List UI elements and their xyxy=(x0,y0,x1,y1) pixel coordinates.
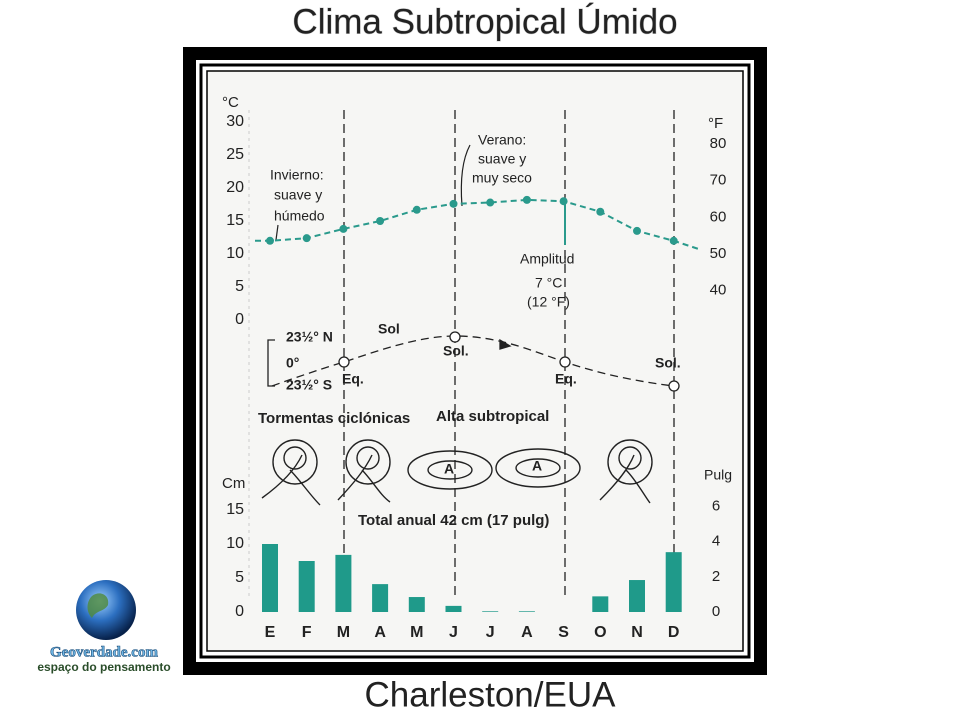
season-lines xyxy=(343,110,675,600)
annotation: Invierno: xyxy=(270,167,324,183)
y-tick-label: 5 xyxy=(235,278,244,295)
annotation: Sol xyxy=(378,321,400,337)
annotation: 0° xyxy=(286,355,299,371)
precipitation-bar xyxy=(445,605,462,612)
temperature-line xyxy=(255,198,699,250)
x-tick-label: F xyxy=(302,624,312,641)
temperature-point xyxy=(559,197,568,206)
precipitation-bar xyxy=(262,544,278,612)
y2-tick-label: 2 xyxy=(712,568,720,585)
annotation: Alta subtropical xyxy=(436,408,549,425)
y2-tick-label: 0 xyxy=(712,603,720,620)
x-tick-label: M xyxy=(337,624,350,641)
x-tick-label: E xyxy=(265,624,276,641)
temperature-point xyxy=(412,205,421,214)
temperature-point xyxy=(376,217,385,225)
y2-axis-label: °F xyxy=(708,115,723,132)
x-tick-label: J xyxy=(486,624,495,641)
annotation: Sol. xyxy=(443,343,469,359)
y2-tick-label: 40 xyxy=(710,282,727,299)
pointer xyxy=(275,224,279,241)
logo: Geoverdade.com espaço do pensamento xyxy=(37,580,171,674)
precipitation-bar xyxy=(298,561,315,612)
logo-globe xyxy=(76,580,136,640)
x-tick-label: O xyxy=(594,624,606,641)
y-tick-label: 0 xyxy=(235,603,244,620)
annotation: suave y xyxy=(478,151,526,167)
y2-tick-label: 60 xyxy=(710,208,727,225)
precipitation-bar xyxy=(518,611,535,612)
pressure-systems xyxy=(261,439,653,506)
y2-tick-label: 80 xyxy=(710,135,727,152)
annotation: A xyxy=(532,458,542,474)
annotation: Eq. xyxy=(342,371,364,387)
annotation: suave y xyxy=(274,187,322,203)
temperature-point xyxy=(669,236,678,245)
y-axis-label: °C xyxy=(222,94,239,111)
temperature-point xyxy=(633,226,641,235)
x-tick-label: D xyxy=(668,624,680,641)
y2-tick-label: 50 xyxy=(710,245,727,262)
annotation: Eq. xyxy=(555,371,577,387)
slide-subtitle: Charleston/EUA xyxy=(365,675,617,714)
annotation: Sol. xyxy=(655,355,681,371)
precipitation-bar xyxy=(482,611,499,612)
y-tick-label: 15 xyxy=(226,212,244,229)
temperature-point xyxy=(449,199,458,208)
annotation: Amplitud xyxy=(520,251,574,267)
annotation: 7 °C xyxy=(535,275,562,291)
precipitation-bar xyxy=(592,596,609,612)
y2-tick-label: 70 xyxy=(710,172,727,189)
y-tick-label: 20 xyxy=(226,179,244,196)
precipitation-bar xyxy=(629,580,645,612)
temperature-point xyxy=(266,236,274,245)
y-tick-label: 5 xyxy=(235,569,244,586)
precipitation-bar xyxy=(372,584,389,612)
precipitation-bar xyxy=(335,554,352,612)
temperature-point xyxy=(339,224,348,233)
x-tick-label: S xyxy=(558,624,569,641)
logo-tagline: espaço do pensamento xyxy=(37,660,170,674)
annotation: Tormentas ciclónicas xyxy=(258,410,410,427)
logo-name: Geoverdade.com xyxy=(50,644,158,660)
y-tick-label: 15 xyxy=(226,501,244,518)
y-tick-label: 25 xyxy=(226,146,244,163)
annotation: Verano: xyxy=(478,132,526,148)
sun-path xyxy=(267,331,680,392)
annotation: A xyxy=(444,461,454,477)
y-tick-label: 0 xyxy=(235,311,244,328)
y-axis-label: Cm xyxy=(222,475,245,492)
x-tick-label: J xyxy=(449,624,458,641)
x-tick-label: A xyxy=(374,624,386,641)
annotation: (12 °F) xyxy=(527,294,570,310)
annotation: 23½° S xyxy=(286,377,332,393)
temperature-point xyxy=(486,198,495,207)
frame-line xyxy=(199,63,751,659)
temperature-point xyxy=(522,195,531,204)
y2-tick-label: 4 xyxy=(712,533,720,550)
slide-title: Clima Subtropical Úmido xyxy=(292,2,677,41)
annotation: 23½° N xyxy=(286,329,333,345)
annotation: Total anual 42 cm (17 pulg) xyxy=(358,512,549,529)
y2-tick-label: 6 xyxy=(712,497,720,514)
x-tick-label: N xyxy=(631,624,643,641)
y2-axis-label: Pulg xyxy=(704,467,732,483)
x-tick-label: A xyxy=(521,624,533,641)
pointer xyxy=(460,144,471,207)
annotation: muy seco xyxy=(472,170,532,186)
temperature-point xyxy=(596,207,605,216)
precipitation-bar xyxy=(665,552,682,612)
frame-line xyxy=(206,70,744,652)
y-tick-label: 10 xyxy=(226,535,244,552)
temperature-point xyxy=(302,234,311,243)
annotation: húmedo xyxy=(274,208,325,224)
y-tick-label: 10 xyxy=(226,245,244,262)
y-tick-label: 30 xyxy=(226,113,244,130)
precipitation-bar xyxy=(408,597,425,612)
x-tick-label: M xyxy=(410,624,423,641)
